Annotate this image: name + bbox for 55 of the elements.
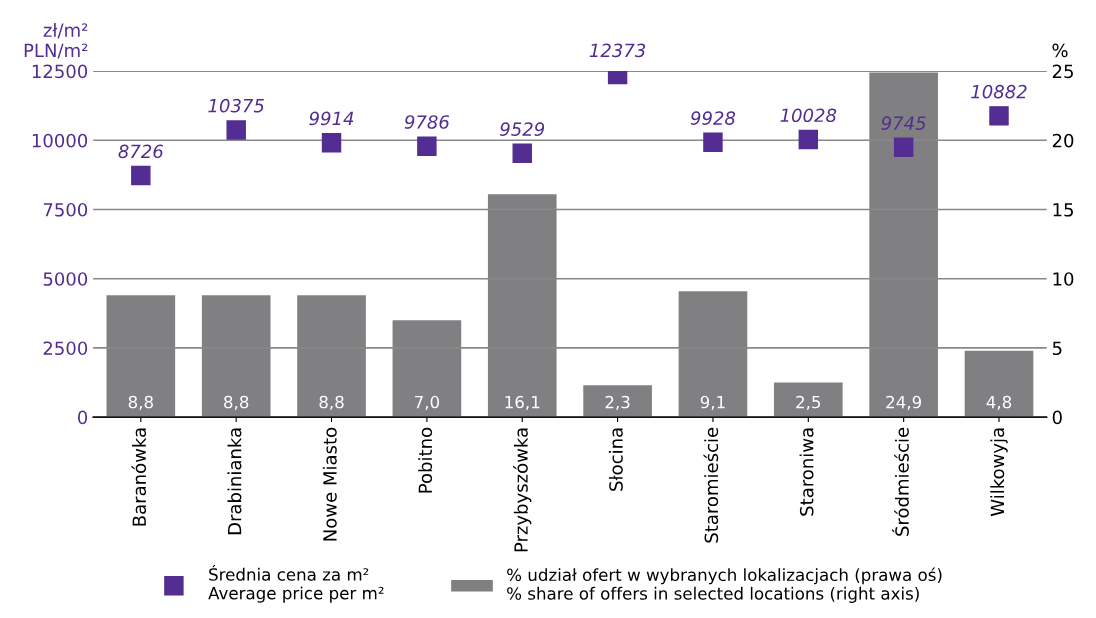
data-label: 7,0: [415, 395, 440, 411]
x-tick-label: Baranówka: [131, 428, 147, 526]
x-tick-label: Drabinianka: [227, 428, 242, 535]
y-tick-label: 10000: [32, 133, 88, 148]
data-label: 9914: [309, 111, 354, 126]
data-label: 10028: [780, 108, 837, 123]
data-label: 2,3: [605, 395, 630, 411]
data-label: 12373: [589, 43, 646, 58]
data-label: 9745: [881, 116, 926, 130]
data-label: 24,9: [886, 395, 922, 411]
point: [131, 165, 151, 186]
y2-tick-label: 0: [1052, 410, 1062, 425]
point: [226, 120, 246, 140]
x-tick-label: Słocina: [608, 428, 623, 491]
y-axis-title: zł/m² PLN/m²: [24, 22, 88, 59]
data-label: 8,8: [128, 395, 153, 411]
point: [417, 136, 437, 156]
point: [703, 132, 723, 153]
point: [893, 137, 914, 158]
x-tick-label: Wilkowyja: [990, 428, 1008, 517]
point: [798, 129, 819, 150]
data-label: 10375: [208, 98, 264, 113]
y-tick-label: 5000: [43, 272, 88, 286]
data-label: 2,5: [796, 395, 821, 411]
y-tick-label: 12500: [32, 64, 88, 79]
x-tick-label: Śródmieście: [891, 427, 909, 536]
y2-tick-label: 10: [1053, 272, 1074, 286]
x-tick-label: Przybyszówka: [513, 428, 532, 552]
data-label: 8,8: [319, 395, 344, 411]
data-label: 9,1: [700, 395, 725, 411]
data-label: 9529: [500, 122, 545, 136]
data-label: 9928: [690, 111, 736, 125]
y2-axis-title: %: [1052, 43, 1068, 58]
y2-tick-label: 15: [1053, 203, 1073, 217]
data-label: 10882: [971, 84, 1027, 99]
point: [321, 132, 342, 153]
data-label: 8726: [118, 144, 164, 159]
data-label: 9786: [404, 115, 450, 129]
x-tick-label: Staroniwa: [799, 428, 814, 516]
y2-tick-label: 25: [1052, 64, 1073, 79]
y-tick-label: 0: [78, 410, 88, 425]
y-tick-label: 7500: [43, 202, 88, 217]
x-tick-label: Pobitno: [418, 427, 433, 493]
legend-label: % udział ofert w wybranych lokalizacjach (prawa oś) % share of offers in selected locations (right axis): [507, 567, 942, 603]
point: [512, 143, 532, 164]
y2-tick-label: 20: [1052, 133, 1074, 148]
x-tick-label: Nowe Miasto: [322, 427, 337, 541]
data-label: 4,8: [986, 395, 1012, 411]
point: [989, 106, 1009, 126]
data-label: 8,8: [224, 395, 249, 411]
y2-tick-label: 5: [1052, 341, 1062, 356]
x-tick-label: Staromieście: [703, 427, 719, 543]
data-label: 16,1: [505, 395, 540, 411]
y-tick-label: 2500: [43, 341, 88, 356]
legend-label: Średnia cena za m² Average price per m²: [208, 565, 384, 603]
